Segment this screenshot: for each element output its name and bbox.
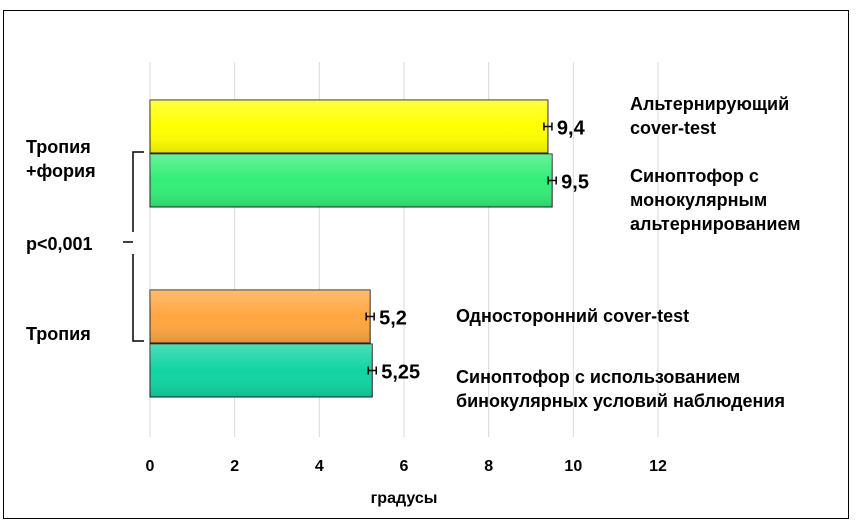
bracket-lower: [132, 254, 144, 342]
category-label-line: cover-test: [630, 118, 716, 138]
bar-shade-0: [150, 100, 548, 153]
group-labels: Тропия +фория Тропия p<0,001: [26, 137, 144, 344]
x-tick-label-2: 2: [230, 458, 239, 475]
bar-shade-3: [150, 344, 373, 397]
category-label-2: Односторонний cover-test: [456, 306, 689, 326]
x-tick-label-12: 12: [649, 458, 667, 475]
group-label-tropia: Тропия: [26, 324, 91, 344]
x-axis: 0 2 4 6 8 10 12 градусы: [146, 458, 667, 507]
bars: 9,4 9,5 5,2 5,25: [149, 99, 589, 398]
category-label-1: Синоптофор с монокулярным альтернированием: [630, 166, 801, 234]
value-label-2: 5,2: [379, 308, 407, 330]
group-label-line: +фория: [26, 161, 96, 181]
category-labels: Альтернирующий cover-test Синоптофор с моно…: [456, 94, 801, 411]
x-tick-label-10: 10: [564, 458, 582, 475]
bar-shade-2: [150, 290, 371, 343]
category-label-line: Альтернирующий: [630, 94, 789, 114]
group-label-line: Тропия: [26, 137, 91, 157]
category-label-line: Односторонний cover-test: [456, 306, 689, 326]
significance-label: p<0,001: [26, 234, 93, 254]
x-axis-title: градусы: [371, 490, 438, 507]
bar-shade-1: [150, 154, 553, 207]
category-label-line: монокулярным: [630, 190, 767, 210]
value-label-1: 9,5: [561, 172, 589, 194]
category-label-line: бинокулярных условий наблюдения: [456, 391, 785, 411]
x-tick-label-6: 6: [400, 458, 409, 475]
value-label-3: 5,25: [381, 362, 420, 384]
category-label-0: Альтернирующий cover-test: [630, 94, 789, 138]
x-tick-label-4: 4: [315, 458, 324, 475]
category-label-line: альтернированием: [630, 214, 801, 234]
category-label-3: Синоптофор с использованием бинокулярных …: [456, 367, 785, 411]
category-label-line: Синоптофор с использованием: [456, 367, 740, 387]
group-label-trop-phoria: Тропия +фория: [26, 137, 96, 181]
value-label-0: 9,4: [557, 118, 586, 140]
x-tick-label-8: 8: [484, 458, 493, 475]
category-label-line: Синоптофор с: [630, 166, 759, 186]
chart-frame: [3, 10, 849, 519]
bracket-upper: [132, 151, 144, 232]
x-tick-label-0: 0: [146, 458, 155, 475]
